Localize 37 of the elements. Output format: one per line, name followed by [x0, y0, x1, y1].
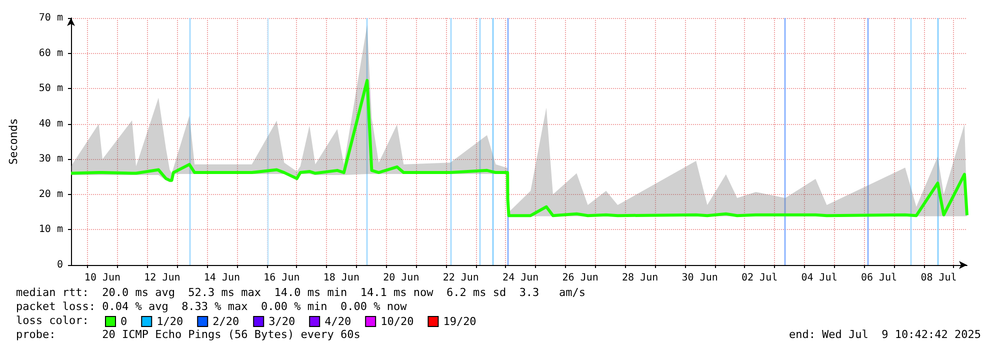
text: packet loss: 0.04 % avg 8.33 % max 0.00 % min 0.00 % now	[16, 300, 408, 313]
x-tick-label: 14 Jun	[204, 272, 240, 284]
line-series	[70, 78, 968, 218]
y-tick-label: 50 m	[38, 83, 63, 94]
y-tick-label: 60 m	[38, 48, 63, 59]
x-tick-label: 08 Jul	[920, 272, 957, 284]
legend-title: loss color:	[16, 314, 89, 327]
x-tick-label: 28 Jun	[622, 272, 658, 284]
y-tick-label: 0	[56, 260, 63, 270]
legend-label: 2/20	[212, 315, 240, 328]
x-tick-label: 06 Jul	[860, 272, 898, 284]
x-tick-label: 22 Jun	[442, 272, 479, 284]
y-tick-label: 40 m	[38, 118, 63, 130]
x-tick-label: 12 Jun	[144, 272, 180, 284]
y-tick-label: 10 m	[38, 224, 63, 236]
text: median rtt: 20.0 ms avg 52.3 ms max 14.0 ms min 14.1 ms now 6.2 ms sd 3.3 am/s	[16, 286, 586, 299]
legend-label: 19/20	[443, 315, 476, 328]
x-tick-label: 18 Jun	[323, 272, 360, 284]
x-tick-label: 20 Jun	[383, 272, 420, 284]
text: end: Wed Jul 9 10:42:42 2025	[788, 328, 982, 341]
y-tick-label: 70 m	[38, 12, 63, 24]
x-tick-label: 16 Jun	[264, 272, 300, 284]
legend-label: 0	[120, 315, 128, 328]
text: probe: 20 ICMP Echo Pings (56 Bytes) every 60s	[16, 328, 360, 341]
x-tick-label: 24 Jun	[502, 272, 539, 284]
legend-label: 3/20	[268, 315, 296, 328]
y-tick-label: 30 m	[38, 154, 63, 165]
x-tick-label: 30 Jun	[682, 272, 718, 284]
legend-label: 1/20	[156, 315, 184, 328]
x-tick-label: 26 Jun	[562, 272, 598, 284]
y-axis-title: Seconds	[7, 118, 20, 165]
y-tick-label: 20 m	[38, 188, 63, 200]
x-tick-label: 10 Jun	[84, 272, 121, 284]
legend-label: 10/20	[380, 315, 414, 328]
x-tick-label: 04 Jul	[801, 272, 838, 284]
legend-label: 4/20	[324, 315, 352, 328]
x-tick-label: 02 Jul	[741, 272, 778, 284]
